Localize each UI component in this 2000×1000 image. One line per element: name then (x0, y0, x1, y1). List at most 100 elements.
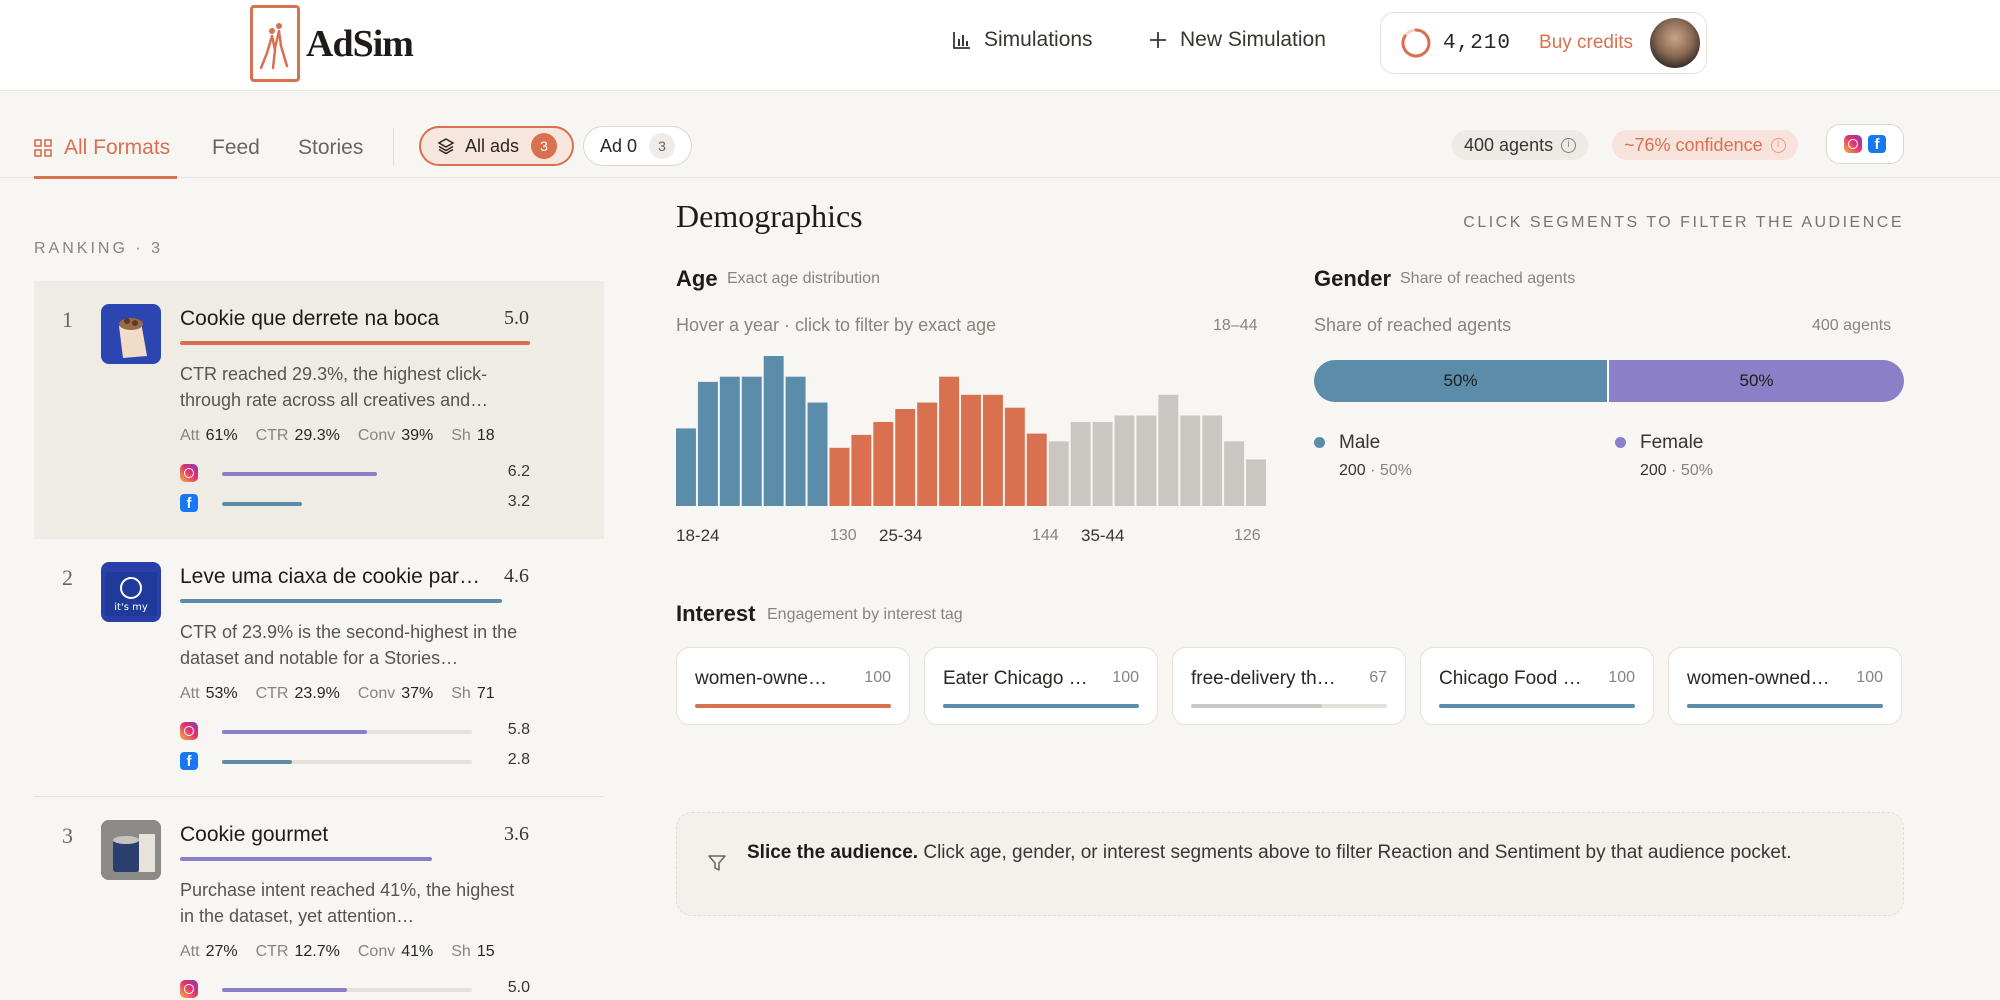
age-bar[interactable] (1224, 441, 1245, 506)
facebook-icon: f (180, 752, 198, 770)
all-ads-count: 3 (531, 133, 558, 159)
age-bar[interactable] (939, 376, 960, 506)
age-bar[interactable] (1048, 441, 1069, 506)
interest-card[interactable]: free-delivery th… 67 (1172, 647, 1406, 725)
all-ads-label: All ads (465, 135, 520, 156)
ad-title: Leve uma ciaxa de cookie par… (180, 565, 480, 588)
confidence-label: ~76% confidence (1624, 134, 1763, 155)
tab-all-formats[interactable]: All Formats (34, 136, 170, 160)
age-bar[interactable] (1070, 421, 1091, 506)
age-group-label[interactable]: 25-34 (879, 526, 923, 545)
age-bar[interactable] (1202, 415, 1223, 506)
age-bar[interactable] (676, 428, 696, 506)
age-histogram[interactable] (676, 356, 1266, 506)
interest-card[interactable]: women-owned… 100 (1668, 647, 1902, 725)
plus-icon (1150, 32, 1166, 48)
interest-bar (1687, 704, 1883, 708)
avatar[interactable] (1650, 18, 1700, 68)
age-group-label[interactable]: 35-44 (1081, 526, 1125, 545)
interest-card[interactable]: women-owne… 100 (676, 647, 910, 725)
ranking-card[interactable]: 1 Cookie que derrete na boca 5.0 CTR rea… (34, 281, 604, 539)
age-bar[interactable] (719, 376, 740, 506)
age-bar[interactable] (1180, 415, 1201, 506)
active-tab-indicator (34, 176, 177, 179)
instagram-score: 5.0 (507, 979, 530, 996)
logo[interactable]: AdSim (250, 5, 414, 82)
age-bar[interactable] (1246, 459, 1266, 506)
ad-thumbnail: it's my (101, 562, 161, 622)
interest-title: Interest (676, 601, 756, 626)
age-bar[interactable] (1026, 433, 1047, 506)
gender-female-segment[interactable]: 50% (1609, 360, 1904, 402)
ranking-label: RANKING · 3 (34, 240, 164, 257)
age-bar[interactable] (785, 376, 806, 506)
ad-description: Purchase intent reached 41%, the highest… (180, 880, 515, 926)
age-group-count: 130 (830, 527, 857, 544)
age-group-label[interactable]: 18-24 (676, 526, 720, 545)
gender-male-legend[interactable]: Male 200 · 50% (1314, 432, 1412, 480)
platform-toggle[interactable]: f (1826, 124, 1904, 164)
age-bar[interactable] (851, 434, 872, 506)
info-icon[interactable]: i (1770, 137, 1786, 153)
facebook-icon: f (180, 494, 198, 512)
age-bar[interactable] (961, 394, 981, 506)
divider (393, 128, 394, 166)
age-bar[interactable] (1004, 407, 1025, 506)
ad-title: Cookie que derrete na boca (180, 307, 440, 330)
instagram-icon (180, 722, 198, 740)
facebook-score-row: f 3.2 (180, 493, 530, 515)
age-bar[interactable] (982, 394, 1003, 506)
gender-female-legend[interactable]: Female 200 · 50% (1615, 432, 1713, 480)
age-bar[interactable] (807, 402, 828, 506)
ranking-card[interactable]: 2 it's my Leve uma ciaxa de cookie par… … (34, 539, 604, 797)
nav-new-simulation[interactable]: New Simulation (1148, 28, 1326, 52)
age-bar[interactable] (895, 409, 916, 506)
gender-male-segment[interactable]: 50% (1314, 360, 1609, 402)
score-bar (180, 857, 432, 861)
interest-card[interactable]: Chicago Food … 100 (1420, 647, 1654, 725)
filter-icon (708, 855, 726, 871)
ad-description: CTR of 23.9% is the second-highest in th… (180, 622, 518, 668)
age-bar[interactable] (1114, 415, 1135, 506)
facebook-bar (222, 502, 302, 506)
gender-bar[interactable]: 50% 50% (1314, 360, 1904, 402)
tab-feed[interactable]: Feed (212, 136, 260, 159)
age-bar[interactable] (1092, 421, 1113, 506)
instagram-score-row: 5.8 (180, 721, 530, 743)
svg-text:it's my: it's my (114, 602, 148, 613)
instagram-icon (180, 980, 198, 998)
buy-credits-link[interactable]: Buy credits (1539, 32, 1633, 53)
ranking-card[interactable]: 3 Cookie gourmet 3.6 Purchase intent rea… (34, 797, 604, 1000)
nav-simulations[interactable]: Simulations (952, 28, 1093, 52)
facebook-icon: f (1868, 135, 1886, 153)
age-bar[interactable] (763, 356, 784, 506)
interest-subtitle: Engagement by interest tag (767, 606, 963, 623)
brand-name: AdSim (306, 22, 414, 65)
tab-stories[interactable]: Stories (298, 136, 364, 159)
facebook-score: 3.2 (507, 493, 530, 510)
instagram-icon (180, 464, 198, 482)
confidence-chip: ~76% confidence i (1612, 130, 1798, 160)
interest-card[interactable]: Eater Chicago … 100 (924, 647, 1158, 725)
instagram-bar (222, 730, 367, 734)
ad-stats: Att 27% CTR 12.7% Conv 41% Sh 15 (180, 943, 495, 960)
age-bar[interactable] (873, 421, 894, 506)
info-icon[interactable]: i (1561, 137, 1577, 153)
age-bar[interactable] (697, 381, 718, 506)
age-hover-hint: Hover a year · click to filter by exact … (676, 315, 997, 335)
age-bar[interactable] (829, 447, 850, 506)
instagram-icon (1844, 135, 1862, 153)
ad0-filter[interactable]: Ad 0 3 (583, 126, 692, 166)
grid-icon (34, 139, 52, 157)
age-bar[interactable] (1136, 415, 1157, 506)
age-bar[interactable] (741, 376, 762, 506)
age-bar[interactable] (917, 402, 938, 506)
interest-bar (695, 704, 891, 708)
score-bar (180, 341, 530, 345)
age-range: 18–44 (1213, 317, 1258, 334)
bar-chart-icon (953, 32, 970, 49)
age-bar[interactable] (1158, 394, 1179, 506)
all-ads-filter[interactable]: All ads 3 (419, 126, 574, 166)
rank-number: 2 (62, 565, 73, 590)
nav-new-simulation-label: New Simulation (1180, 28, 1326, 51)
